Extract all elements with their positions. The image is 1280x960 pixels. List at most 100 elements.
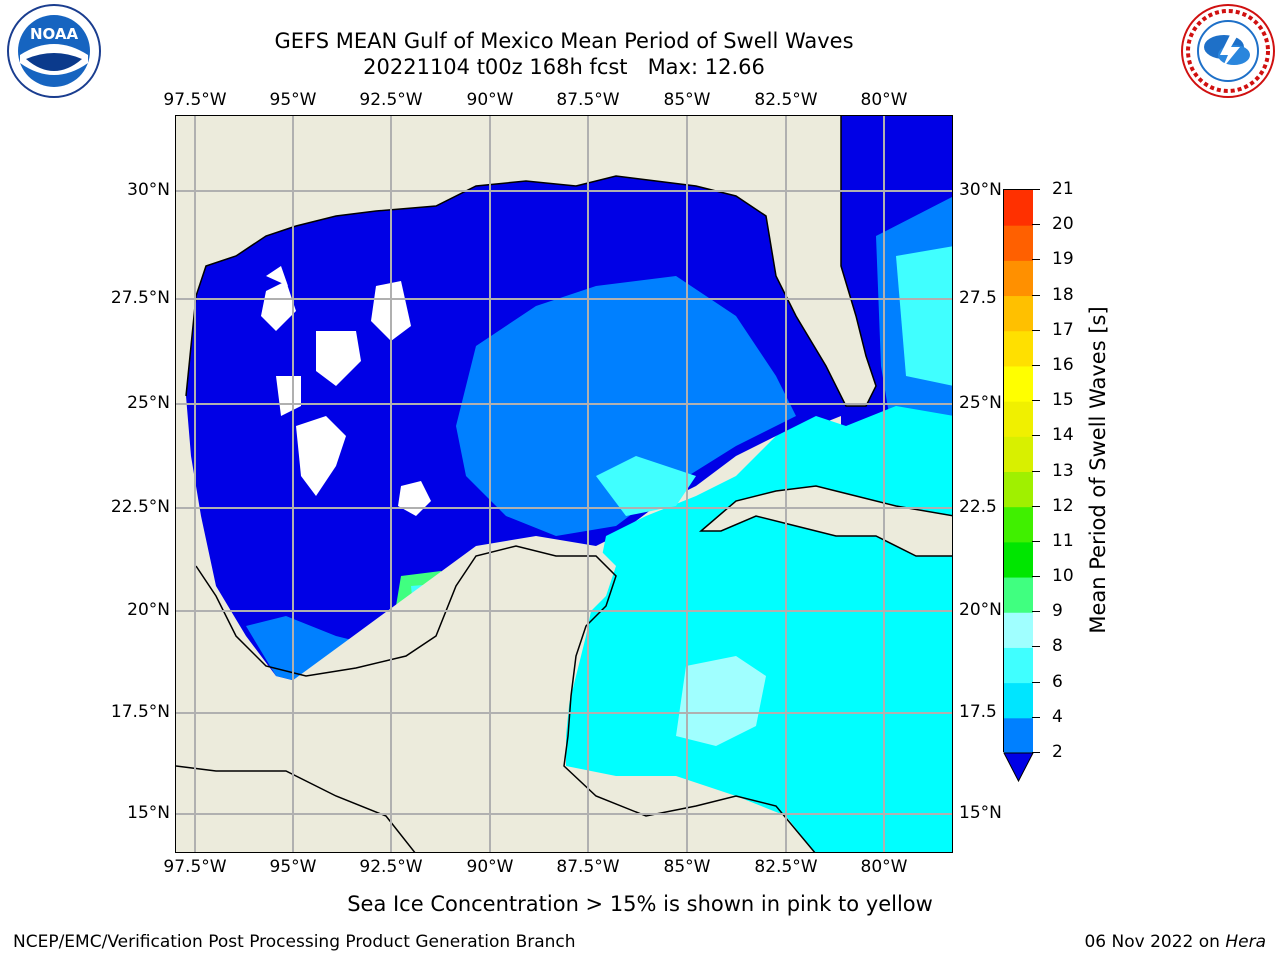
colorbar-tick-label: 18 <box>1052 284 1074 305</box>
nws-logo <box>1180 3 1276 99</box>
svg-text:NOAA: NOAA <box>30 25 79 43</box>
colorbar-tick-label: 16 <box>1052 354 1074 375</box>
colorbar-tick-label: 17 <box>1052 319 1074 340</box>
colorbar <box>1003 189 1034 783</box>
colorbar-tick-label: 15 <box>1052 390 1074 411</box>
colorbar-tick-mark <box>1032 470 1040 472</box>
colorbar-tick-label: 10 <box>1052 566 1074 587</box>
colorbar-tick-mark <box>1032 189 1040 190</box>
colorbar-tick-label: 8 <box>1052 636 1063 657</box>
lon-label-top: 95°W <box>269 90 317 110</box>
colorbar-tick-mark <box>1032 540 1040 542</box>
colorbar-tick-label: 4 <box>1052 706 1063 727</box>
lat-label-right: 22.5 <box>959 497 997 517</box>
lat-label-left: 22.5°N <box>110 497 170 517</box>
caribbean-light <box>676 656 766 746</box>
colorbar-tick-label: 13 <box>1052 460 1074 481</box>
colorbar-tick-label: 14 <box>1052 425 1074 446</box>
footer-credit: NCEP/EMC/Verification Post Processing Pr… <box>13 932 576 952</box>
lon-label-top: 92.5°W <box>359 90 423 110</box>
colorbar-tick-mark <box>1032 752 1040 753</box>
colorbar-tick-label: 21 <box>1052 179 1074 199</box>
map-panel[interactable] <box>175 115 953 853</box>
colorbar-tick-mark <box>1032 646 1040 648</box>
caribbean-light-2 <box>596 456 696 516</box>
lon-label-bottom: 95°W <box>269 857 317 877</box>
colorbar-swatch <box>1004 330 1033 367</box>
noaa-logo: NOAA <box>6 3 102 99</box>
colorbar-tick-mark <box>1032 435 1040 437</box>
colorbar-tick-label: 19 <box>1052 249 1074 270</box>
colorbar-tick-mark <box>1032 400 1040 402</box>
cuba-land <box>698 485 952 557</box>
lon-label-top: 97.5°W <box>163 90 227 110</box>
lon-label-bottom: 80°W <box>860 857 908 877</box>
footer-date: 06 Nov 2022 on Hera <box>1084 932 1266 952</box>
colorbar-swatch <box>1004 225 1033 261</box>
lat-label-left: 27.5°N <box>110 288 170 308</box>
footer-date-text: 06 Nov 2022 on <box>1084 932 1226 952</box>
lat-label-left: 30°N <box>127 180 170 200</box>
lon-label-bottom: 85°W <box>663 857 711 877</box>
colorbar-tick-mark <box>1032 716 1040 718</box>
lon-label-bottom: 90°W <box>466 857 514 877</box>
lat-label-right: 25°N <box>959 393 1002 413</box>
footer-host: Hera <box>1225 932 1266 952</box>
colorbar-swatch <box>1004 612 1033 648</box>
map-canvas <box>176 116 952 852</box>
colorbar-tick-mark <box>1032 681 1040 683</box>
colorbar-swatch <box>1004 541 1033 578</box>
lat-label-right: 15°N <box>959 803 1002 823</box>
graticule <box>176 116 952 852</box>
colorbar-swatch <box>1004 260 1033 297</box>
colorbar-swatch <box>1004 506 1033 543</box>
colorbar-swatch <box>1004 436 1033 472</box>
lon-label-top: 82.5°W <box>754 90 818 110</box>
colorbar-tick-mark <box>1032 576 1040 578</box>
colorbar-label: Mean Period of Swell Waves [s] <box>1086 306 1110 634</box>
lat-label-right: 27.5 <box>959 288 997 308</box>
colorbar-tick-mark <box>1032 224 1040 226</box>
chart-subtitle: 20221104 t00z 168h fcst Max: 12.66 <box>363 55 765 79</box>
colorbar-tick-mark <box>1032 611 1040 613</box>
colorbar-tick-label: 12 <box>1052 495 1074 516</box>
colorbar-swatch <box>1004 717 1033 754</box>
chart-title: GEFS MEAN Gulf of Mexico Mean Period of … <box>274 29 854 53</box>
colorbar-tick-mark <box>1032 364 1040 366</box>
atlantic-east-cyan <box>896 246 952 386</box>
colorbar-tick-label: 20 <box>1052 214 1074 235</box>
caption: Sea Ice Concentration > 15% is shown in … <box>347 892 933 916</box>
colorbar-tick-mark <box>1032 294 1040 296</box>
colorbar-tick-label: 6 <box>1052 671 1063 692</box>
colorbar-tick-mark <box>1032 329 1040 331</box>
lat-label-right: 30°N <box>959 180 1002 200</box>
colorbar-tick-label: 11 <box>1052 530 1074 551</box>
colorbar-swatch <box>1004 295 1033 332</box>
colorbar-extend-triangle <box>1003 752 1034 783</box>
colorbar-swatch <box>1004 471 1033 508</box>
lat-label-left: 15°N <box>127 803 170 823</box>
lon-label-bottom: 87.5°W <box>556 857 620 877</box>
lon-label-top: 87.5°W <box>556 90 620 110</box>
colorbar-swatches <box>1003 190 1034 783</box>
lon-label-bottom: 82.5°W <box>754 857 818 877</box>
colorbar-tick-label: 2 <box>1052 742 1063 762</box>
lat-label-left: 17.5°N <box>110 702 170 722</box>
lon-label-top: 85°W <box>663 90 711 110</box>
colorbar-swatch <box>1004 401 1033 437</box>
lat-label-right: 17.5 <box>959 702 997 722</box>
lon-label-top: 80°W <box>860 90 908 110</box>
yucatan-land <box>176 416 616 852</box>
lon-label-top: 90°W <box>466 90 514 110</box>
gulf-central <box>456 276 796 536</box>
lat-label-left: 20°N <box>127 600 170 620</box>
colorbar-tick-mark <box>1032 505 1040 507</box>
lat-label-right: 20°N <box>959 600 1002 620</box>
colorbar-swatch <box>1004 647 1033 684</box>
colorbar-swatch <box>1004 365 1033 402</box>
colorbar-swatch <box>1004 577 1033 613</box>
colorbar-swatch <box>1004 682 1033 719</box>
colorbar-tick-mark <box>1032 259 1040 261</box>
colorbar-tick-label: 9 <box>1052 601 1063 622</box>
lat-label-left: 25°N <box>127 393 170 413</box>
